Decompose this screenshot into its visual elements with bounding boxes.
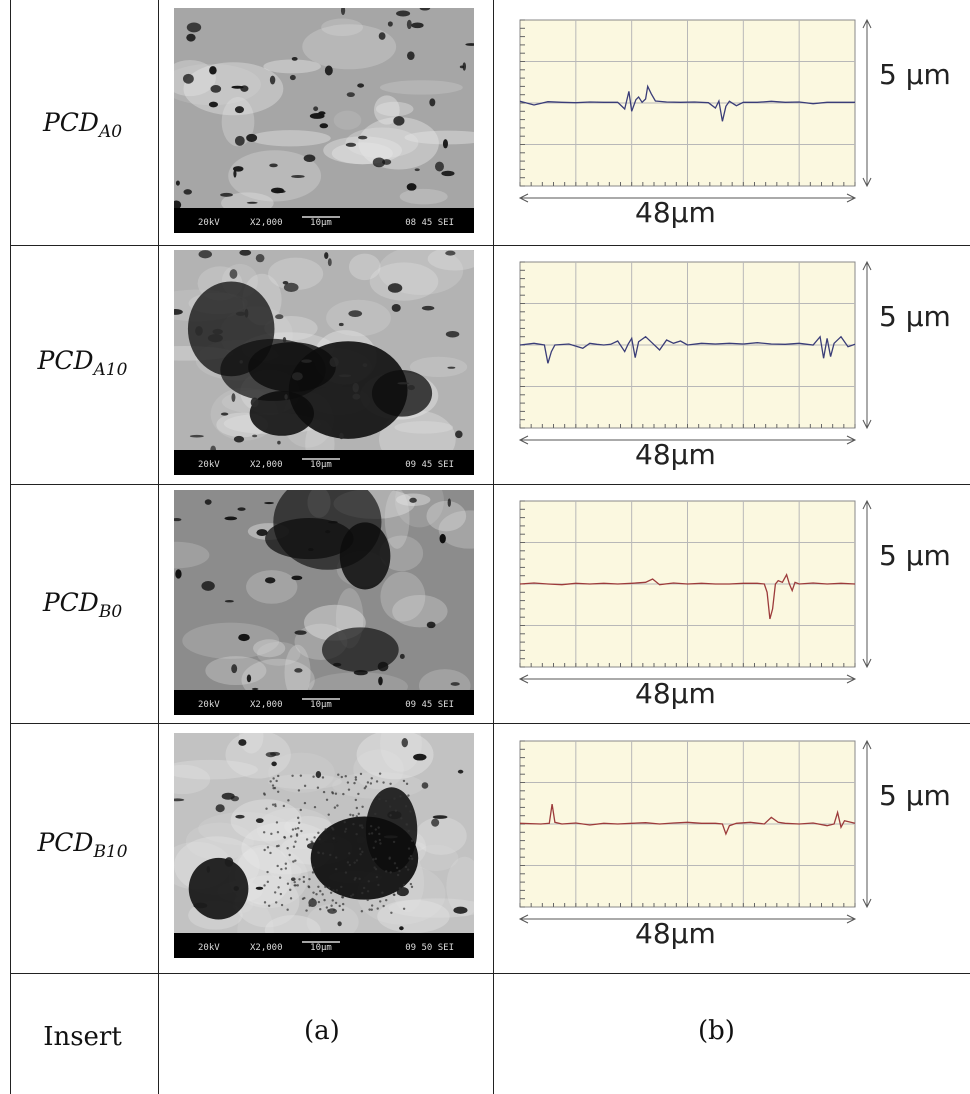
caption-b: (b) <box>698 1016 735 1046</box>
sample-label-b0: PCDB0 <box>10 588 155 622</box>
sem-scale-bar-label: 10µm <box>310 943 332 953</box>
sample-label-a0: PCDA0 <box>10 108 155 142</box>
sem-image-b0: 20kV X2,000 10µm 09 45 SEI <box>174 490 474 715</box>
sem-micrograph: 20kV X2,000 10µm 09 45 SEI <box>174 250 474 475</box>
table-row-divider-2 <box>10 484 970 485</box>
profile-length-label: 48μm <box>635 438 716 471</box>
profile-height-label: 5 μm <box>879 300 951 333</box>
sem-image-a0: 20kV X2,000 10µm 08 45 SEI <box>174 8 474 233</box>
sample-label-b10: PCDB10 <box>10 828 155 862</box>
sem-magnification: X2,000 <box>250 943 283 953</box>
sample-label-main: PCD <box>37 346 94 375</box>
profile-svg <box>518 499 872 684</box>
table-column-divider-2 <box>493 0 494 1094</box>
profile-height-label: 5 μm <box>879 58 951 91</box>
sem-image-id: 09 50 SEI <box>405 943 454 953</box>
profile-plot-b10: 48μm 5 μm <box>510 733 970 950</box>
profile-svg <box>518 739 872 924</box>
sem-accel-voltage: 20kV <box>198 943 220 953</box>
sem-image-a10: 20kV X2,000 10µm 09 45 SEI <box>174 250 474 475</box>
table-border-left <box>10 0 11 1094</box>
sem-image-b10: 20kV X2,000 10µm 09 50 SEI <box>174 733 474 958</box>
sem-scale-bar-label: 10µm <box>310 460 332 470</box>
sem-accel-voltage: 20kV <box>198 460 220 470</box>
sem-micrograph: 20kV X2,000 10µm 08 45 SEI <box>174 8 474 233</box>
sample-label-main: PCD <box>42 588 99 617</box>
sample-label-sub: B0 <box>98 602 123 622</box>
footer-label-insert: Insert <box>43 1022 122 1052</box>
profile-series-line <box>519 84 855 122</box>
sem-micrograph: 20kV X2,000 10µm 09 45 SEI <box>174 490 474 715</box>
sem-accel-voltage: 20kV <box>198 218 220 228</box>
sem-image-id: 09 45 SEI <box>405 460 454 470</box>
sample-label-sub: B10 <box>93 842 128 862</box>
profile-plot-a10: 48μm 5 μm <box>510 254 970 471</box>
profile-svg <box>518 260 872 445</box>
table-column-divider-1 <box>158 0 159 1094</box>
table-row-divider-1 <box>10 245 970 246</box>
profile-series-line <box>519 573 856 620</box>
sample-label-sub: A0 <box>98 122 123 142</box>
sem-magnification: X2,000 <box>250 460 283 470</box>
table-row-divider-3 <box>10 723 970 724</box>
sem-micrograph: 20kV X2,000 10µm 09 50 SEI <box>174 733 474 958</box>
table-row-divider-4 <box>10 973 970 974</box>
sem-magnification: X2,000 <box>250 218 283 228</box>
caption-a: (a) <box>304 1016 340 1046</box>
sem-accel-voltage: 20kV <box>198 700 220 710</box>
profile-length-label: 48μm <box>635 196 716 229</box>
sample-label-sub: A10 <box>93 360 128 380</box>
sample-label-main: PCD <box>42 108 99 137</box>
sem-magnification: X2,000 <box>250 700 283 710</box>
profile-plot-a0: 48μm 5 μm <box>510 12 970 229</box>
sem-scale-bar-label: 10µm <box>310 700 332 710</box>
profile-length-label: 48μm <box>635 677 716 710</box>
sample-label-a10: PCDA10 <box>10 346 155 380</box>
profile-height-label: 5 μm <box>879 779 951 812</box>
profile-series-line <box>519 804 856 836</box>
sem-scale-bar-label: 10µm <box>310 218 332 228</box>
profile-length-label: 48μm <box>635 917 716 950</box>
profile-plot-b0: 48μm 5 μm <box>510 493 970 710</box>
sample-label-main: PCD <box>37 828 94 857</box>
profile-height-label: 5 μm <box>879 539 951 572</box>
profile-series-line <box>519 335 856 364</box>
sem-image-id: 08 45 SEI <box>405 218 454 228</box>
profile-svg <box>518 18 872 203</box>
sem-image-id: 09 45 SEI <box>405 700 454 710</box>
